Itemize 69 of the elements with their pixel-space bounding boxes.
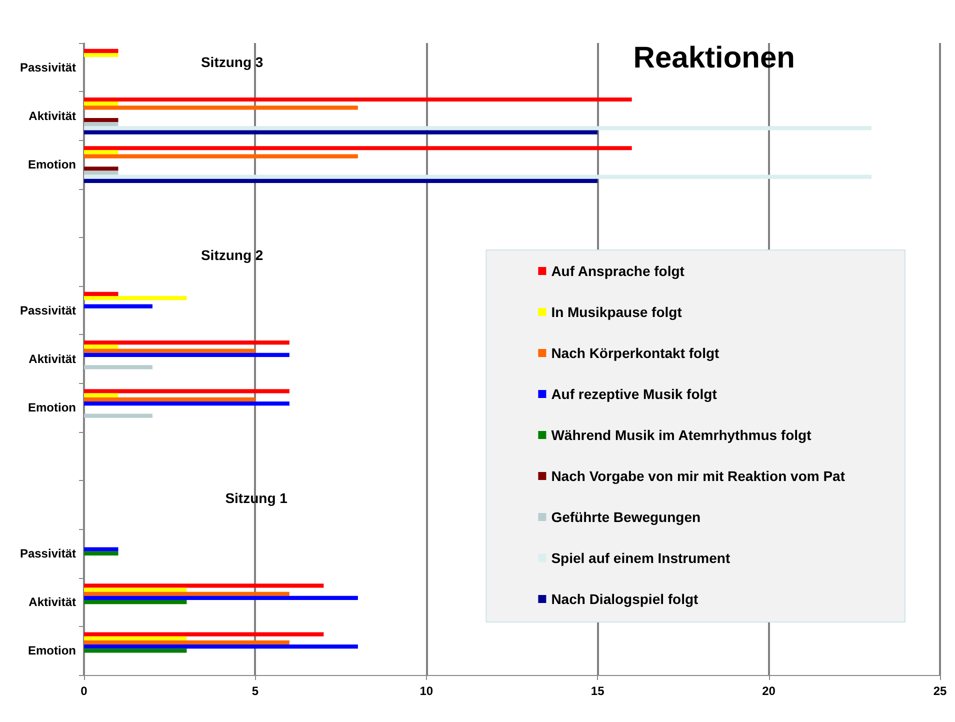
bar [84,340,290,345]
legend-label: Spiel auf einem Instrument [551,550,730,566]
bar [84,644,358,649]
bar [84,154,358,158]
y-tick-label: Aktivität [28,108,76,123]
bar [84,122,118,126]
legend-label: Nach Dialogspiel folgt [551,591,699,607]
bar [84,174,872,179]
y-tick-label: Passivität [20,60,76,74]
bar [84,146,632,150]
bar [84,547,118,552]
y-tick-label: Emotion [28,400,76,415]
bar [84,588,187,592]
y-tick-label: Emotion [28,644,76,658]
bar [84,166,118,171]
x-tick-label: 25 [933,684,947,698]
bar [84,365,152,370]
bar [84,150,118,154]
bar [84,401,290,406]
bar [84,170,118,175]
bar [84,130,598,134]
bar [84,584,324,588]
bar [84,592,290,596]
legend-label: Auf rezeptive Musik folgt [551,386,718,402]
legend-label: In Musikpause folgt [551,304,682,320]
bar [84,296,187,300]
legend-label: Während Musik im Atemrhythmus folgt [551,427,812,443]
bar [84,596,358,600]
y-tick-label: Passivität [20,546,76,560]
bar [84,640,290,645]
y-tick-label: Passivität [20,303,76,318]
bar [84,648,187,653]
y-tick-label: Aktivität [28,352,76,366]
bar [84,632,324,636]
bar [84,600,187,604]
y-tick-label: Emotion [28,158,76,172]
y-tick-label: Aktivität [28,595,76,610]
bar [84,126,872,130]
chart-title: Reaktionen [633,42,796,74]
bar [84,397,256,402]
x-tick-label: 20 [762,684,776,698]
legend-label: Nach Körperkontakt folgt [551,345,720,361]
bar [84,292,118,296]
x-tick-label: 0 [80,684,88,698]
bar [84,102,118,106]
x-tick-label: 15 [590,684,605,698]
bar [84,344,118,349]
legend-label: Geführte Bewegungen [551,509,701,525]
bar [84,414,152,418]
legend-label: Auf Ansprache folgt [551,263,685,279]
annotation: Sitzung 3 [200,54,264,70]
bar [84,178,598,184]
bar [84,389,290,394]
annotation: Sitzung 2 [200,247,264,264]
bar [84,106,358,110]
bar [84,352,290,357]
bar [84,304,152,308]
bar [84,97,632,102]
bar [84,393,118,398]
bar [84,348,256,353]
legend-label: Nach Vorgabe von mir mit Reaktion vom Pat [551,468,846,484]
bar [84,118,118,122]
annotation: Sitzung 1 [225,490,288,506]
bar [84,48,118,53]
x-tick-label: 5 [252,684,259,698]
bar [84,636,187,640]
x-tick-label: 10 [420,684,434,698]
bar [84,551,118,556]
bar [84,52,118,58]
